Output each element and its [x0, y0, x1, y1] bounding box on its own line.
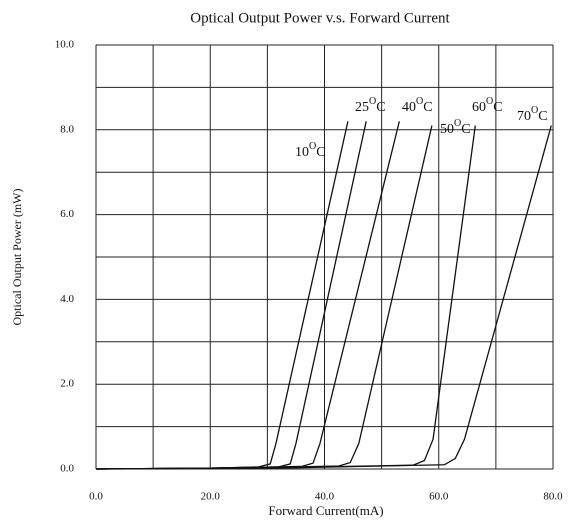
line [95, 121, 400, 470]
y-tick-label: 6.0 [60, 208, 74, 220]
series-label: 40OC [402, 96, 433, 115]
unit: C [538, 109, 547, 124]
series-name: 10 [295, 145, 309, 160]
y-tick-label: 0.0 [60, 463, 74, 475]
x-axis-label: Forward Current(mA) [268, 503, 383, 518]
series-name: 60 [472, 100, 486, 115]
series-label: 50OC [440, 118, 471, 137]
series-label: 25OC [355, 96, 386, 115]
series-label: 70OC [517, 105, 548, 124]
line [95, 121, 367, 470]
series-label: 10OC [295, 141, 326, 160]
unit-superscript: O [369, 96, 376, 107]
x-tick-label: 40.0 [315, 491, 335, 503]
y-axis-label: Optical Output Power (mW) [10, 189, 24, 326]
line [95, 125, 552, 470]
chart-title: Optical Output Power v.s. Forward Curren… [190, 10, 450, 26]
series-label: 60OC [472, 96, 503, 115]
y-tick-label: 2.0 [60, 378, 74, 390]
unit: C [461, 122, 470, 137]
series-name: 70 [517, 109, 531, 124]
x-tick-label: 80.0 [543, 491, 563, 503]
x-tick-label: 60.0 [429, 491, 449, 503]
unit: C [493, 100, 502, 115]
unit-superscript: O [309, 141, 316, 152]
unit-superscript: O [531, 105, 538, 116]
x-tick-label: 20.0 [201, 491, 221, 503]
series-name: 50 [440, 122, 454, 137]
series-name: 40 [402, 100, 416, 115]
unit-superscript: O [486, 96, 493, 107]
unit: C [316, 145, 325, 160]
unit: C [423, 100, 432, 115]
unit: C [376, 100, 385, 115]
y-tick-label: 4.0 [60, 293, 74, 305]
y-tick-label: 8.0 [60, 123, 74, 135]
x-tick-label: 0.0 [89, 491, 103, 503]
y-tick-label: 10.0 [55, 39, 75, 51]
series-name: 25 [355, 100, 369, 115]
unit-superscript: O [454, 118, 461, 129]
unit-superscript: O [416, 96, 423, 107]
line [95, 121, 349, 470]
